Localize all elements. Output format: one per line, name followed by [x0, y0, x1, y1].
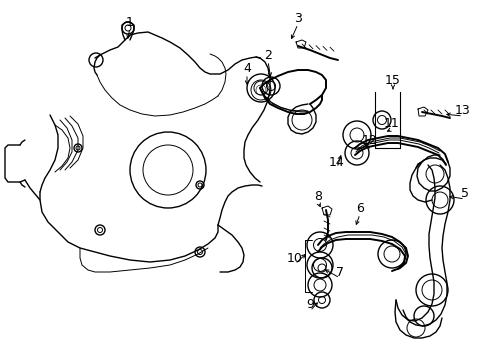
Text: 10: 10 — [286, 252, 303, 265]
Text: 2: 2 — [264, 49, 271, 62]
Text: 8: 8 — [313, 189, 321, 202]
Text: 12: 12 — [362, 134, 377, 147]
Text: 15: 15 — [384, 73, 400, 86]
Text: 5: 5 — [460, 186, 468, 199]
Circle shape — [122, 22, 134, 34]
Circle shape — [425, 186, 453, 214]
Text: 7: 7 — [335, 266, 343, 279]
Text: 6: 6 — [355, 202, 363, 215]
Text: 11: 11 — [384, 117, 399, 130]
Text: 14: 14 — [328, 156, 344, 168]
Text: 1: 1 — [126, 15, 134, 28]
Circle shape — [413, 306, 433, 326]
Circle shape — [89, 53, 103, 67]
Text: 9: 9 — [305, 298, 313, 311]
Circle shape — [377, 240, 405, 268]
Circle shape — [415, 274, 447, 306]
Text: 3: 3 — [293, 12, 301, 24]
Text: 13: 13 — [454, 104, 470, 117]
Text: 4: 4 — [243, 62, 250, 75]
